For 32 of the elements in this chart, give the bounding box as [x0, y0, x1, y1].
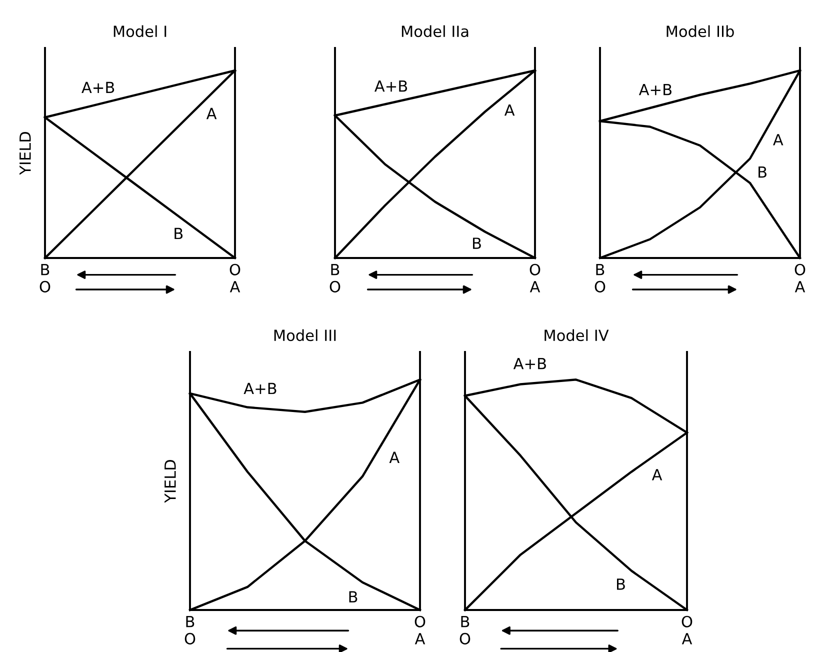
x-tick-label: O A: [230, 264, 240, 292]
x-tick-label: O A: [414, 616, 426, 644]
series-label: A+B: [82, 82, 114, 93]
chart-title: Model IIb: [666, 25, 734, 38]
series-label: B: [349, 591, 358, 602]
series-label: A: [773, 134, 784, 146]
series-label: A: [652, 469, 662, 480]
series-label: B: [617, 578, 625, 590]
chart-title: Model I: [114, 25, 166, 38]
series-label: A+B: [244, 382, 276, 394]
x-tick-label: B O: [330, 264, 340, 292]
series-label: B: [174, 228, 183, 240]
series-label: B: [758, 166, 766, 178]
series-label: A: [389, 452, 400, 463]
series-label: A: [206, 108, 217, 120]
series-label: B: [473, 238, 481, 249]
series-label: A+B: [374, 80, 408, 92]
x-tick-label: B O: [460, 616, 470, 644]
chart-title: Model IV: [544, 329, 609, 342]
x-tick-label: B O: [184, 616, 196, 644]
x-tick-label: B O: [594, 264, 606, 292]
x-tick-label: O A: [682, 616, 692, 644]
y-axis-title: YIELD: [164, 460, 176, 503]
x-tick-label: O A: [794, 264, 806, 292]
y-axis-title: YIELD: [20, 132, 31, 175]
series-label: A+B: [638, 84, 672, 96]
series-label: A+B: [513, 358, 546, 370]
chart-title: Model IIa: [402, 25, 468, 38]
x-tick-label: O A: [530, 264, 540, 292]
x-tick-label: B O: [40, 264, 50, 292]
chart-title: Model III: [274, 329, 336, 342]
series-label: A: [504, 104, 515, 116]
